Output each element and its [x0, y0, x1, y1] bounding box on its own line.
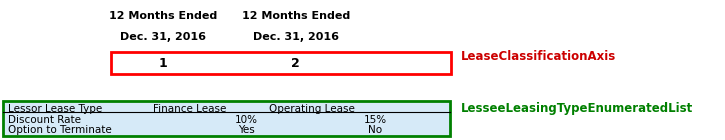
Text: 1: 1	[159, 57, 167, 70]
Text: Dec. 31, 2016: Dec. 31, 2016	[120, 32, 207, 42]
Text: 12 Months Ended: 12 Months Ended	[241, 11, 349, 21]
Text: 2: 2	[291, 57, 300, 70]
Bar	[4, 101, 450, 136]
Text: 15%: 15%	[363, 115, 386, 125]
Text: Lessor Lease Type: Lessor Lease Type	[8, 104, 102, 114]
Text: Discount Rate: Discount Rate	[8, 115, 81, 125]
Text: LesseeLeasingTypeEnumeratedList: LesseeLeasingTypeEnumeratedList	[461, 102, 693, 115]
Text: Yes: Yes	[238, 125, 254, 135]
Text: 10%: 10%	[235, 115, 257, 125]
Text: Finance Lease: Finance Lease	[153, 104, 226, 114]
Text: No: No	[368, 125, 382, 135]
Text: LeaseClassificationAxis: LeaseClassificationAxis	[461, 50, 616, 63]
Text: 12 Months Ended: 12 Months Ended	[109, 11, 218, 21]
Text: Option to Terminate: Option to Terminate	[8, 125, 112, 135]
Text: Dec. 31, 2016: Dec. 31, 2016	[253, 32, 339, 42]
Text: Operating Lease: Operating Lease	[269, 104, 355, 114]
Bar	[110, 52, 451, 74]
Bar	[4, 101, 450, 136]
